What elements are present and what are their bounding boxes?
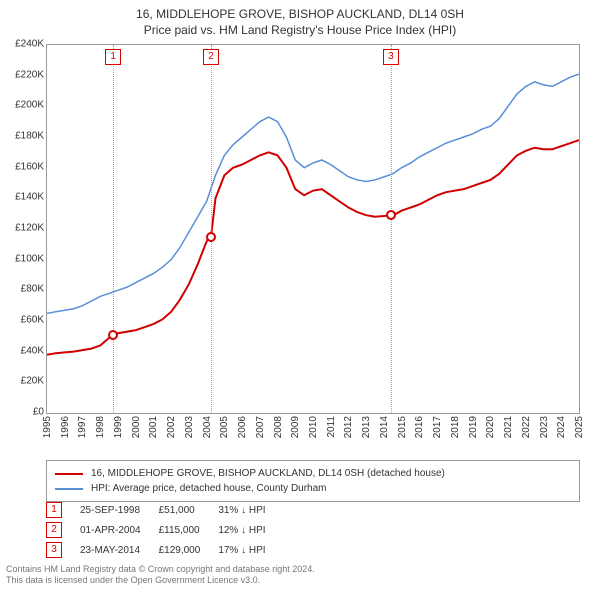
y-tick-label: £0 — [0, 407, 44, 418]
event-price: £51,000 — [159, 500, 219, 520]
event-marker-box: 3 — [383, 49, 399, 65]
footer: Contains HM Land Registry data © Crown c… — [6, 564, 315, 587]
plot-area: 1 2 3 — [46, 44, 580, 414]
y-tick-label: £220K — [0, 69, 44, 80]
event-marker-box: 2 — [203, 49, 219, 65]
event-vline — [113, 45, 114, 413]
hpi-line — [47, 74, 579, 313]
event-delta: 12% ↓ HPI — [218, 520, 283, 540]
y-tick-label: £200K — [0, 100, 44, 111]
legend: 16, MIDDLEHOPE GROVE, BISHOP AUCKLAND, D… — [46, 460, 580, 502]
event-row: 1 25-SEP-1998£51,00031% ↓ HPI — [46, 500, 284, 520]
event-delta: 17% ↓ HPI — [218, 540, 283, 560]
y-tick-label: £160K — [0, 161, 44, 172]
event-price: £129,000 — [159, 540, 219, 560]
y-tick-label: £120K — [0, 223, 44, 234]
event-date: 23-MAY-2014 — [80, 540, 159, 560]
legend-swatch-blue — [55, 488, 83, 490]
event-vline — [211, 45, 212, 413]
legend-label-blue: HPI: Average price, detached house, Coun… — [91, 481, 327, 496]
chart-svg — [47, 45, 579, 413]
legend-label-red: 16, MIDDLEHOPE GROVE, BISHOP AUCKLAND, D… — [91, 466, 445, 481]
event-vline — [391, 45, 392, 413]
chart-container: { "title_line1": "16, MIDDLEHOPE GROVE, … — [0, 0, 600, 590]
y-tick-label: £100K — [0, 253, 44, 264]
x-tick-label: 2025 — [574, 416, 600, 438]
legend-swatch-red — [55, 473, 83, 475]
legend-row-blue: HPI: Average price, detached house, Coun… — [55, 481, 571, 496]
event-price: £115,000 — [159, 520, 219, 540]
footer-line1: Contains HM Land Registry data © Crown c… — [6, 564, 315, 575]
event-delta: 31% ↓ HPI — [218, 500, 283, 520]
y-tick-label: £240K — [0, 39, 44, 50]
event-point-marker — [108, 330, 118, 340]
chart-title: 16, MIDDLEHOPE GROVE, BISHOP AUCKLAND, D… — [0, 0, 600, 38]
y-tick-label: £180K — [0, 131, 44, 142]
event-num-badge: 3 — [46, 542, 62, 558]
event-date: 01-APR-2004 — [80, 520, 159, 540]
y-tick-label: £140K — [0, 192, 44, 203]
price-paid-line — [47, 140, 579, 355]
event-marker-box: 1 — [105, 49, 121, 65]
title-line2: Price paid vs. HM Land Registry's House … — [0, 22, 600, 38]
event-point-marker — [386, 210, 396, 220]
y-tick-label: £40K — [0, 345, 44, 356]
title-line1: 16, MIDDLEHOPE GROVE, BISHOP AUCKLAND, D… — [0, 6, 600, 22]
event-row: 3 23-MAY-2014£129,00017% ↓ HPI — [46, 540, 284, 560]
legend-row-red: 16, MIDDLEHOPE GROVE, BISHOP AUCKLAND, D… — [55, 466, 571, 481]
event-row: 2 01-APR-2004£115,00012% ↓ HPI — [46, 520, 284, 540]
y-tick-label: £60K — [0, 315, 44, 326]
footer-line2: This data is licensed under the Open Gov… — [6, 575, 315, 586]
y-tick-label: £80K — [0, 284, 44, 295]
event-num-badge: 1 — [46, 502, 62, 518]
event-num-badge: 2 — [46, 522, 62, 538]
y-tick-label: £20K — [0, 376, 44, 387]
event-point-marker — [206, 232, 216, 242]
event-date: 25-SEP-1998 — [80, 500, 159, 520]
events-table: 1 25-SEP-1998£51,00031% ↓ HPI 2 01-APR-2004… — [46, 500, 284, 560]
